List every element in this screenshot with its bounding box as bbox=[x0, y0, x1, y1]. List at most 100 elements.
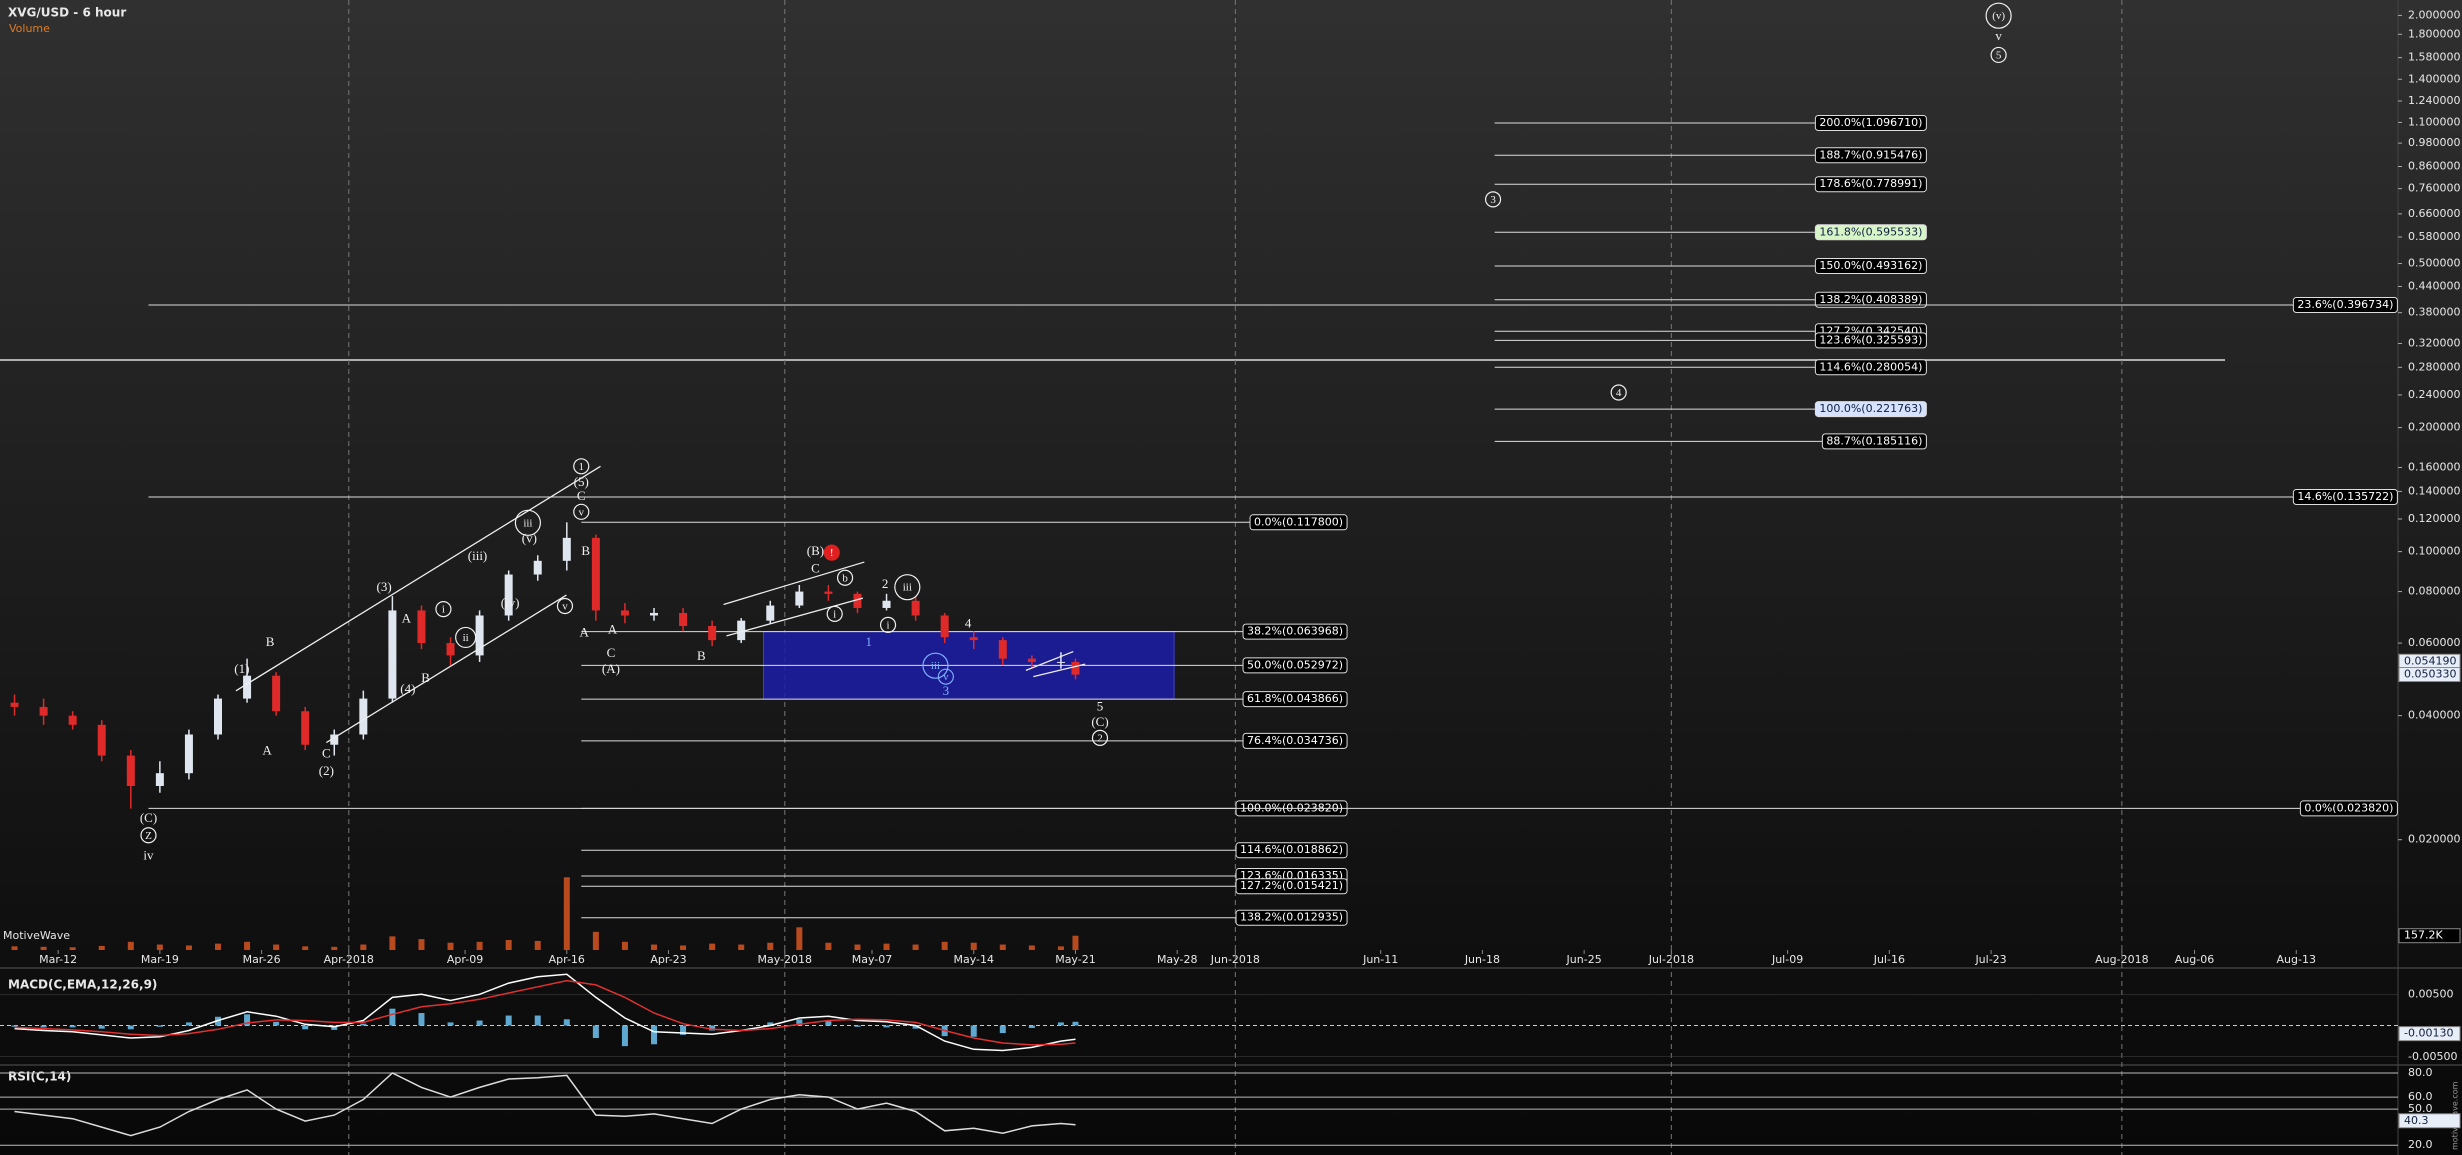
volume-bar bbox=[360, 944, 367, 950]
fib-label-box bbox=[1814, 258, 1927, 275]
fib-label: 127.2%(0.015421) bbox=[1240, 879, 1343, 892]
histogram-bar bbox=[302, 1025, 309, 1030]
volume-bar bbox=[563, 877, 570, 950]
trend-line bbox=[726, 597, 864, 637]
x-tick-label: Apr-09 bbox=[447, 953, 483, 966]
y-tick-label: 80.0 bbox=[2408, 1066, 2433, 1079]
candle-body bbox=[882, 600, 891, 608]
y-tick-label: 1.100000 bbox=[2408, 115, 2461, 128]
fib-label-box bbox=[1814, 176, 1927, 193]
x-tick-label: May-07 bbox=[852, 953, 893, 966]
volume-bar bbox=[11, 946, 18, 950]
x-tick-label: May-14 bbox=[953, 953, 994, 966]
candle-body bbox=[155, 773, 164, 786]
fib-label: 178.6%(0.778991) bbox=[1819, 177, 1922, 190]
y-tick-label: 0.200000 bbox=[2408, 421, 2461, 434]
wave-label: i bbox=[833, 608, 836, 620]
volume-bar bbox=[970, 942, 977, 950]
price-marker: 0.054190 bbox=[2404, 654, 2457, 667]
wave-label: i bbox=[442, 604, 445, 616]
y-tick-label: 1.800000 bbox=[2408, 27, 2461, 40]
wave-label: (iv) bbox=[501, 595, 520, 610]
y-tick-label: 0.500000 bbox=[2408, 257, 2461, 270]
volume-bar bbox=[244, 941, 251, 950]
x-tick-label: Jun-25 bbox=[1566, 953, 1602, 966]
histogram-bar bbox=[1072, 1021, 1079, 1026]
volume-bar bbox=[215, 943, 221, 950]
chart-title: XVG/USD - 6 hour bbox=[8, 6, 126, 20]
histogram-bar bbox=[621, 1025, 628, 1047]
fib-label: 100.0%(0.221763) bbox=[1819, 402, 1922, 415]
wave-label: (3) bbox=[377, 579, 392, 594]
histogram-bar bbox=[534, 1015, 541, 1026]
fib-label-box bbox=[1821, 433, 1927, 450]
histogram-bar bbox=[127, 1025, 134, 1030]
histogram-bar bbox=[11, 1025, 18, 1027]
x-tick-label: Aug-06 bbox=[2175, 953, 2214, 966]
volume-bar bbox=[331, 946, 338, 950]
y-tick-label: 0.280000 bbox=[2408, 360, 2461, 373]
wave-label: iv bbox=[143, 848, 154, 863]
fib-label: 61.8%(0.043866) bbox=[1247, 692, 1343, 705]
x-tick-label: Jun-11 bbox=[1362, 953, 1398, 966]
volume-label: Volume bbox=[9, 22, 50, 35]
histogram-bar bbox=[680, 1025, 687, 1035]
y-tick-label: 0.140000 bbox=[2408, 484, 2461, 497]
trend-line bbox=[1025, 650, 1074, 671]
volume-bar bbox=[854, 944, 861, 950]
fib-label: 138.2%(0.408389) bbox=[1819, 293, 1922, 306]
fib-label: 0.0%(0.023820) bbox=[2304, 801, 2393, 814]
candle-body bbox=[795, 591, 804, 606]
price-marker-box bbox=[2398, 667, 2461, 683]
wave-label: iii bbox=[903, 582, 912, 594]
volume-bar bbox=[534, 940, 541, 950]
trend-line bbox=[723, 561, 865, 606]
histogram-bar bbox=[883, 1025, 890, 1028]
y-tick-label: 60.0 bbox=[2408, 1090, 2433, 1103]
x-tick-label: Mar-12 bbox=[39, 953, 77, 966]
fib-label-box bbox=[1242, 691, 1348, 708]
volume-bar bbox=[505, 940, 512, 950]
volume-bar bbox=[98, 945, 105, 950]
fib-label-box bbox=[2299, 800, 2398, 817]
volume-bar bbox=[912, 944, 919, 950]
y-tick-label: 0.440000 bbox=[2408, 279, 2461, 292]
trend-line bbox=[1033, 663, 1086, 678]
histogram-bar bbox=[796, 1019, 803, 1026]
wave-label: (iii) bbox=[468, 548, 488, 563]
volume-bar bbox=[418, 939, 425, 950]
x-tick-label: Jul-2018 bbox=[1648, 953, 1694, 966]
volume-bar bbox=[447, 942, 454, 950]
candle-body bbox=[1027, 658, 1036, 662]
wave-circle bbox=[836, 569, 854, 586]
wave-circle bbox=[1610, 384, 1627, 401]
y-tick-label: 1.580000 bbox=[2408, 51, 2461, 64]
volume-bar bbox=[389, 936, 396, 950]
watermark: MotiveWave bbox=[3, 929, 70, 942]
wave-circle bbox=[1985, 2, 2012, 29]
wave-label: (2) bbox=[319, 763, 334, 778]
histogram-bar bbox=[505, 1015, 512, 1026]
wave-circle bbox=[573, 458, 590, 475]
y-tick-label: -0.00500 bbox=[2408, 1050, 2457, 1063]
candle-body bbox=[388, 610, 397, 699]
y-tick-label: 2.000000 bbox=[2408, 8, 2461, 21]
fib-label: 14.6%(0.135722) bbox=[2297, 490, 2393, 503]
volume-bar bbox=[999, 944, 1006, 950]
histogram-bar bbox=[389, 1008, 396, 1026]
volume-bar bbox=[1057, 946, 1064, 950]
y-tick-label: 0.860000 bbox=[2408, 159, 2461, 172]
wave-label: v bbox=[562, 601, 568, 613]
volume-bar bbox=[302, 946, 309, 950]
rsi-title: RSI(C,14) bbox=[8, 1070, 71, 1084]
y-tick-label: 0.020000 bbox=[2408, 833, 2461, 846]
wave-label: 4 bbox=[965, 615, 972, 630]
candle-body bbox=[184, 734, 193, 774]
y-tick-label: 0.980000 bbox=[2408, 136, 2461, 149]
fib-label-box bbox=[1814, 359, 1927, 376]
candle-body bbox=[824, 591, 833, 594]
indicator-marker: 40.3 bbox=[2404, 1114, 2429, 1127]
candle-body bbox=[766, 605, 775, 621]
